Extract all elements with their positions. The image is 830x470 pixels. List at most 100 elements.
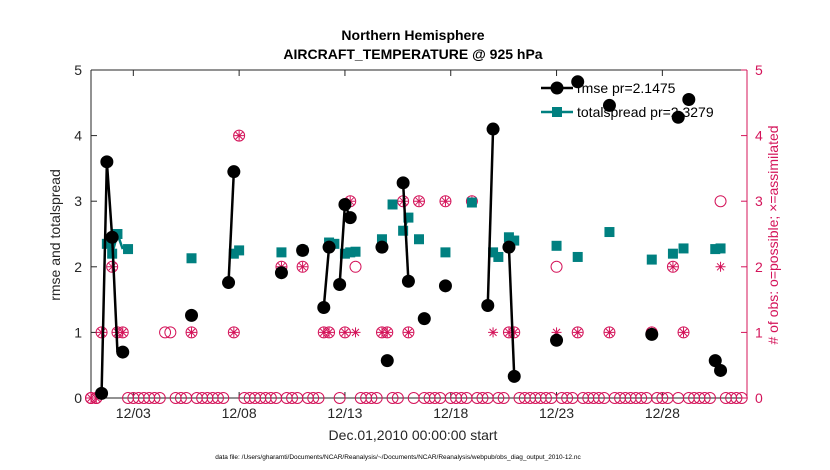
rmse-point xyxy=(380,354,394,368)
rmse-line xyxy=(227,171,236,283)
rmse-point xyxy=(550,333,564,347)
obs-assimilated-point xyxy=(297,261,308,272)
totalspread-point xyxy=(403,212,414,223)
x-tick-label: 12/18 xyxy=(433,405,468,421)
obs-assimilated-point xyxy=(96,327,107,338)
totalspread-point xyxy=(503,232,514,243)
rmse-point xyxy=(714,363,728,377)
rmse-point xyxy=(333,278,347,292)
y-tick-label-right: 2 xyxy=(755,259,763,275)
obs-possible-point xyxy=(153,392,166,404)
obs-possible-point xyxy=(439,195,452,208)
legend-totalspread-marker xyxy=(552,107,562,117)
obs-possible-point xyxy=(714,195,727,208)
obs-assimilated-point xyxy=(339,327,350,338)
rmse-point xyxy=(100,155,114,169)
obs-possible-point xyxy=(264,392,277,404)
y-tick-label-left: 0 xyxy=(74,390,82,406)
rmse-point xyxy=(317,300,331,314)
obs-assimilated-point xyxy=(350,327,361,338)
y-tick-label-right: 1 xyxy=(755,324,763,340)
rmse-point xyxy=(401,274,415,288)
obs-possible-point xyxy=(735,392,748,404)
rmse-point xyxy=(343,211,357,225)
x-tick-label: 12/03 xyxy=(116,405,151,421)
rmse-point xyxy=(417,312,431,326)
obs-assimilated-point xyxy=(186,327,197,338)
obs-possible-point xyxy=(386,392,399,404)
obs-assimilated-point xyxy=(414,196,424,207)
obs-possible-point xyxy=(174,392,187,404)
rmse-point xyxy=(502,240,516,254)
obs-possible-point xyxy=(571,326,584,339)
y-tick-label-right: 5 xyxy=(755,62,763,78)
totalspread-point xyxy=(376,234,387,245)
data-file-footer: data file: /Users/gharamti/Documents/NCA… xyxy=(215,454,581,461)
obs-possible-point xyxy=(148,392,161,404)
rmse-point xyxy=(507,369,521,383)
obs-possible-point xyxy=(592,392,605,404)
rmse-line xyxy=(507,247,516,377)
obs-possible-point xyxy=(413,195,425,208)
x-tick-label: 12/23 xyxy=(539,405,574,421)
obs-assimilated-point xyxy=(382,327,393,338)
rmse-point xyxy=(438,279,452,293)
y-axis-label-left: rmse and totalspread xyxy=(47,169,63,301)
rmse-point xyxy=(222,276,236,290)
rmse-point xyxy=(296,243,310,257)
obs-possible-point xyxy=(666,260,679,273)
legend: rmse pr=2.1475 totalspread pr=2.3279 xyxy=(541,80,714,120)
rmse-point xyxy=(682,93,696,107)
obs-possible-point xyxy=(95,326,108,339)
y-tick-label-right: 3 xyxy=(755,193,763,209)
totalspread-point xyxy=(493,251,504,262)
obs-assimilated-point xyxy=(715,261,726,272)
chart-title: Northern Hemisphere xyxy=(341,27,484,43)
totalspread-point xyxy=(678,243,689,254)
obs-possible-point xyxy=(286,392,299,404)
totalspread-point xyxy=(398,225,409,236)
totalspread-point xyxy=(466,197,477,208)
obs-possible-point xyxy=(391,392,404,404)
y-axis-label-right: # of obs: o=possible; ×=assimilated xyxy=(765,125,781,344)
x-tick-label: 12/08 xyxy=(222,405,257,421)
obs-possible-point xyxy=(233,129,246,142)
rmse-point xyxy=(602,98,616,112)
rmse-point xyxy=(116,345,130,359)
rmse-point xyxy=(571,75,585,89)
obs-assimilated-point xyxy=(228,327,239,338)
obs-possible-point xyxy=(370,392,383,404)
totalspread-point xyxy=(101,238,112,249)
obs-possible-point xyxy=(550,260,563,273)
obs-assimilated-point xyxy=(572,327,583,338)
obs-possible-point xyxy=(211,392,224,404)
obs-possible-point xyxy=(159,326,172,339)
obs-possible-point xyxy=(635,392,648,404)
totalspread-point xyxy=(604,227,615,238)
obs-possible-point xyxy=(338,326,351,339)
y-tick-label-left: 3 xyxy=(74,193,82,209)
obs-possible-point xyxy=(476,392,489,404)
rmse-point xyxy=(95,386,109,400)
rmse-point xyxy=(486,122,500,136)
y-tick-label-left: 2 xyxy=(74,259,82,275)
obs-possible-point xyxy=(561,392,574,404)
legend-rmse-label: rmse pr=2.1475 xyxy=(577,80,676,96)
rmse-line xyxy=(322,247,331,308)
totalspread-point xyxy=(551,240,562,251)
rmse-point xyxy=(481,299,495,313)
obs-assimilated-point xyxy=(107,261,118,272)
x-tick-label: 12/13 xyxy=(327,405,362,421)
obs-possible-point xyxy=(703,392,716,404)
rmse-line xyxy=(401,182,410,282)
y-tick-label-left: 5 xyxy=(74,62,82,78)
obs-assimilated-point xyxy=(440,196,451,207)
obs-possible-point xyxy=(428,392,441,404)
obs-possible-point xyxy=(333,392,346,404)
obs-possible-point xyxy=(164,326,177,339)
obs-possible-point xyxy=(677,326,690,339)
rmse-point xyxy=(708,354,722,368)
legend-totalspread-label: totalspread pr=2.3279 xyxy=(577,104,714,120)
totalspread-point xyxy=(646,254,657,265)
